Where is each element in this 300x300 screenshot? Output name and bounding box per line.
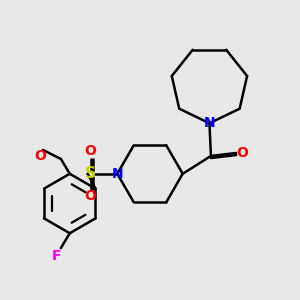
- Text: O: O: [85, 189, 97, 203]
- Text: N: N: [204, 116, 215, 130]
- Text: S: S: [85, 166, 96, 181]
- Text: F: F: [52, 248, 61, 262]
- Text: O: O: [85, 145, 97, 158]
- Text: N: N: [112, 167, 123, 181]
- Text: O: O: [34, 149, 46, 163]
- Text: O: O: [236, 146, 248, 160]
